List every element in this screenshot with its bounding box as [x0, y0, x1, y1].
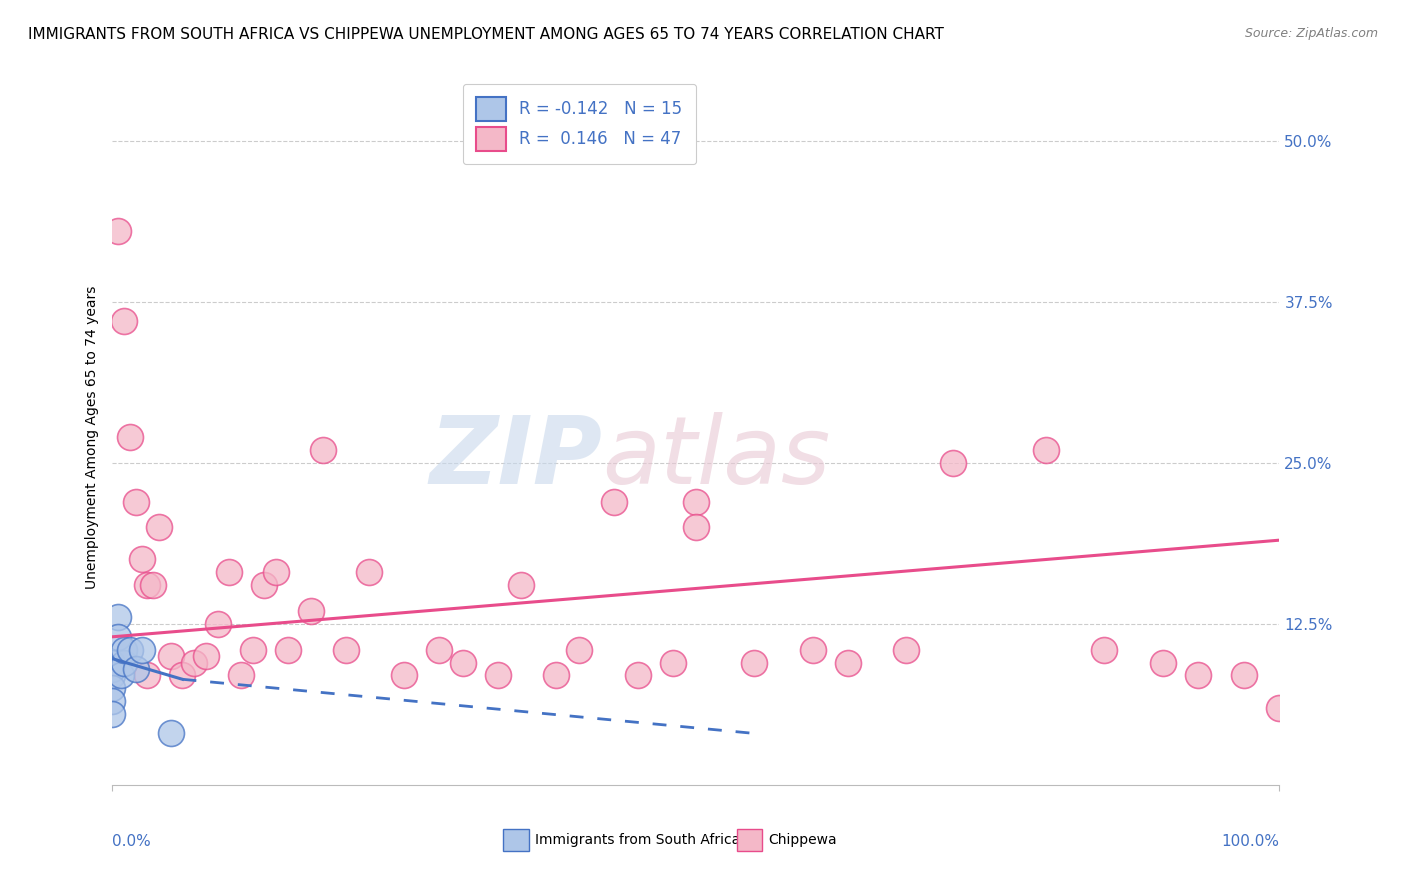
Point [335, 642, 357, 657]
Text: Immigrants from South Africa: Immigrants from South Africa [534, 833, 740, 847]
Point [1268, 700, 1291, 714]
Bar [503, 829, 529, 851]
Point [394, 668, 416, 682]
Y-axis label: Unemployment Among Ages 65 to 74 years: Unemployment Among Ages 65 to 74 years [84, 285, 98, 589]
Point [112, 642, 135, 657]
Point [1152, 656, 1174, 670]
Point [359, 566, 381, 580]
Text: IMMIGRANTS FROM SOUTH AFRICA VS CHIPPEWA UNEMPLOYMENT AMONG AGES 65 TO 74 YEARS : IMMIGRANTS FROM SOUTH AFRICA VS CHIPPEWA… [28, 27, 943, 42]
Point [1233, 668, 1256, 682]
Point [112, 656, 135, 670]
Point [110, 668, 132, 682]
Point [544, 668, 567, 682]
Point [107, 630, 129, 644]
Text: atlas: atlas [603, 412, 831, 503]
Point [112, 314, 135, 328]
Point [894, 642, 917, 657]
Point [160, 726, 183, 740]
Bar [737, 829, 762, 851]
Point [486, 668, 509, 682]
Point [744, 656, 766, 670]
Point [118, 642, 141, 657]
Point [142, 578, 165, 592]
Point [1094, 642, 1116, 657]
Point [107, 610, 129, 624]
Point [131, 642, 153, 657]
Text: ZIP: ZIP [430, 412, 603, 504]
Point [264, 566, 287, 580]
Point [627, 668, 650, 682]
Point [661, 656, 683, 670]
Point [194, 649, 217, 664]
Point [125, 494, 148, 508]
Point [685, 494, 707, 508]
Point [160, 649, 183, 664]
Point [299, 604, 322, 618]
Point [568, 642, 591, 657]
Point [148, 520, 170, 534]
Point [101, 694, 124, 708]
Point [253, 578, 276, 592]
Point [107, 224, 129, 238]
Point [101, 681, 124, 696]
Point [427, 642, 450, 657]
Point [118, 430, 141, 444]
Point [136, 578, 159, 592]
Text: Source: ZipAtlas.com: Source: ZipAtlas.com [1244, 27, 1378, 40]
Point [101, 707, 124, 722]
Text: Chippewa: Chippewa [768, 833, 837, 847]
Point [451, 656, 474, 670]
Point [172, 668, 194, 682]
Point [276, 642, 298, 657]
Point [218, 566, 240, 580]
Point [603, 494, 626, 508]
Point [1187, 668, 1209, 682]
Point [685, 520, 707, 534]
Point [136, 668, 159, 682]
Point [101, 668, 124, 682]
Text: 0.0%: 0.0% [112, 834, 152, 848]
Point [183, 656, 205, 670]
Point [242, 642, 264, 657]
Point [801, 642, 824, 657]
Point [1035, 442, 1057, 457]
Point [131, 552, 153, 566]
Point [509, 578, 531, 592]
Text: 100.0%: 100.0% [1222, 834, 1279, 848]
Point [125, 662, 148, 676]
Point [311, 442, 333, 457]
Point [207, 616, 229, 631]
Point [229, 668, 252, 682]
Point [837, 656, 859, 670]
Point [101, 656, 124, 670]
Point [101, 662, 124, 676]
Legend: R = -0.142   N = 15, R =  0.146   N = 47: R = -0.142 N = 15, R = 0.146 N = 47 [463, 84, 696, 164]
Point [942, 456, 965, 470]
